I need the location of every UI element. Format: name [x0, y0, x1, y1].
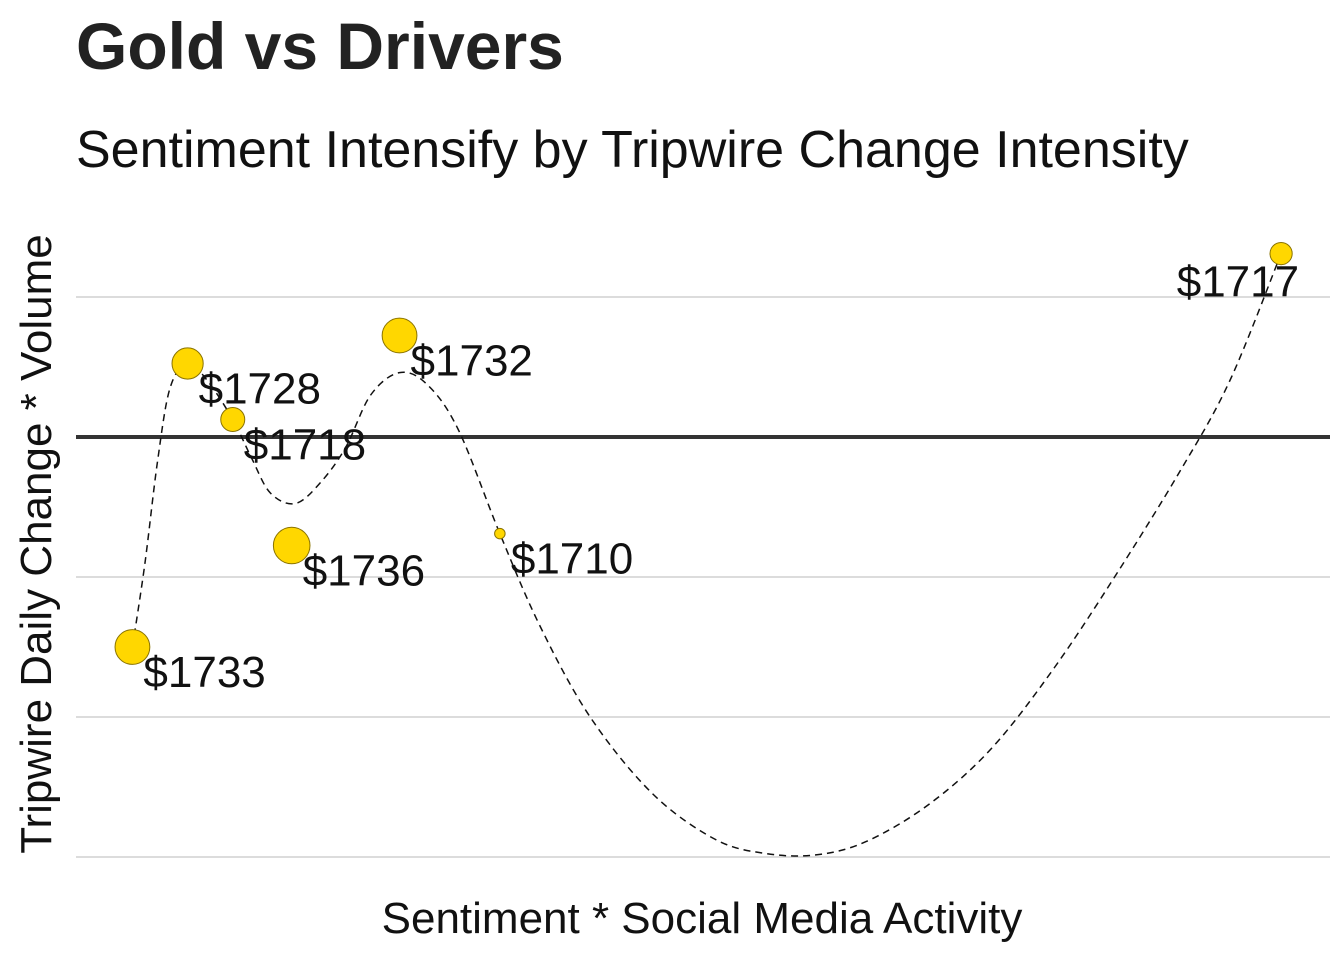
point-label-6: $1717: [1177, 258, 1299, 307]
data-point-3: [272, 526, 311, 565]
data-point-1: [171, 347, 204, 380]
data-point-2: [220, 407, 246, 432]
chart-subtitle: Sentiment Intensify by Tripwire Change I…: [76, 121, 1189, 179]
data-point-0: [114, 629, 151, 665]
point-label-3: $1736: [303, 547, 425, 596]
point-label-2: $1718: [244, 421, 366, 470]
data-point-4: [381, 317, 418, 354]
point-label-5: $1710: [511, 535, 633, 584]
data-points: [114, 242, 1293, 665]
smooth-curve: [131, 253, 1282, 857]
data-point-5: [494, 527, 506, 540]
y-axis-label: Tripwire Daily Change * Volume: [12, 234, 61, 854]
x-axis-label: Sentiment * Social Media Activity: [382, 894, 1023, 943]
grid-lines: [76, 296, 1330, 858]
point-label-1: $1728: [199, 365, 321, 414]
point-label-4: $1732: [411, 337, 533, 386]
point-label-0: $1733: [143, 648, 265, 697]
chart-title: Gold vs Drivers: [76, 9, 564, 83]
smooth-curve-group: [131, 253, 1282, 857]
data-point-6: [1269, 242, 1293, 266]
point-labels: $1733 $1728 $1718 $1736 $1732 $1710 $1717: [143, 258, 1299, 697]
